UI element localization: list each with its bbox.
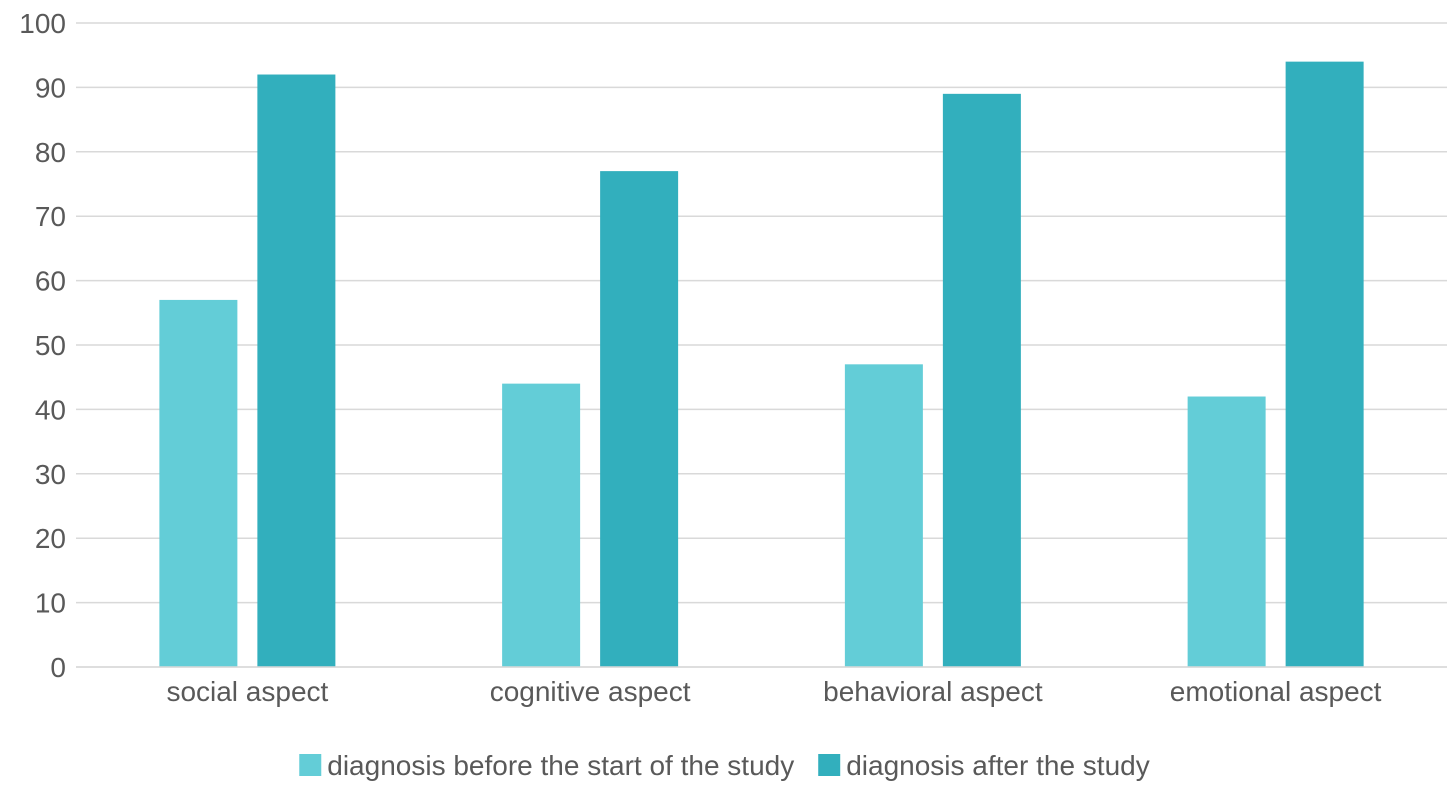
bar-1-emotional-aspect (1187, 396, 1266, 667)
y-tick-label-30: 30 (35, 459, 66, 490)
legend-label: diagnosis after the study (846, 750, 1150, 781)
bar-2-emotional-aspect (1285, 61, 1364, 667)
y-tick-label-10: 10 (35, 588, 66, 619)
legend-swatch (818, 754, 841, 776)
y-tick-label-60: 60 (35, 266, 66, 297)
legend-item-1: diagnosis before the start of the study (299, 750, 794, 781)
bar-1-social-aspect (159, 299, 238, 667)
y-tick-label-20: 20 (35, 523, 66, 554)
y-tick-label-100: 100 (19, 8, 66, 39)
x-category-label: emotional aspect (1170, 676, 1382, 707)
y-tick-label-50: 50 (35, 330, 66, 361)
bar-2-social-aspect (257, 74, 336, 667)
legend-label: diagnosis before the start of the study (327, 750, 794, 781)
y-tick-label-90: 90 (35, 72, 66, 103)
bar-2-behavioral-aspect (942, 93, 1021, 668)
y-tick-label-0: 0 (50, 652, 66, 683)
x-axis-categories: social aspect cognitive aspect behavioral … (166, 676, 1381, 707)
bar-1-behavioral-aspect (844, 364, 923, 667)
y-tick-label-70: 70 (35, 201, 66, 232)
x-category-label: social aspect (166, 676, 328, 707)
y-axis-ticks: 0 10 20 30 40 50 60 70 80 90 100 (19, 8, 66, 683)
bars (76, 61, 1447, 668)
legend: diagnosis before the start of the study d… (299, 750, 1150, 781)
bar-2-cognitive-aspect (600, 171, 679, 667)
x-category-label: cognitive aspect (490, 676, 691, 707)
x-category-label: behavioral aspect (823, 676, 1043, 707)
legend-item-2: diagnosis after the study (818, 750, 1150, 781)
bar-1-cognitive-aspect (502, 383, 581, 667)
legend-swatch (299, 754, 322, 776)
y-tick-label-80: 80 (35, 137, 66, 168)
y-tick-label-40: 40 (35, 394, 66, 425)
